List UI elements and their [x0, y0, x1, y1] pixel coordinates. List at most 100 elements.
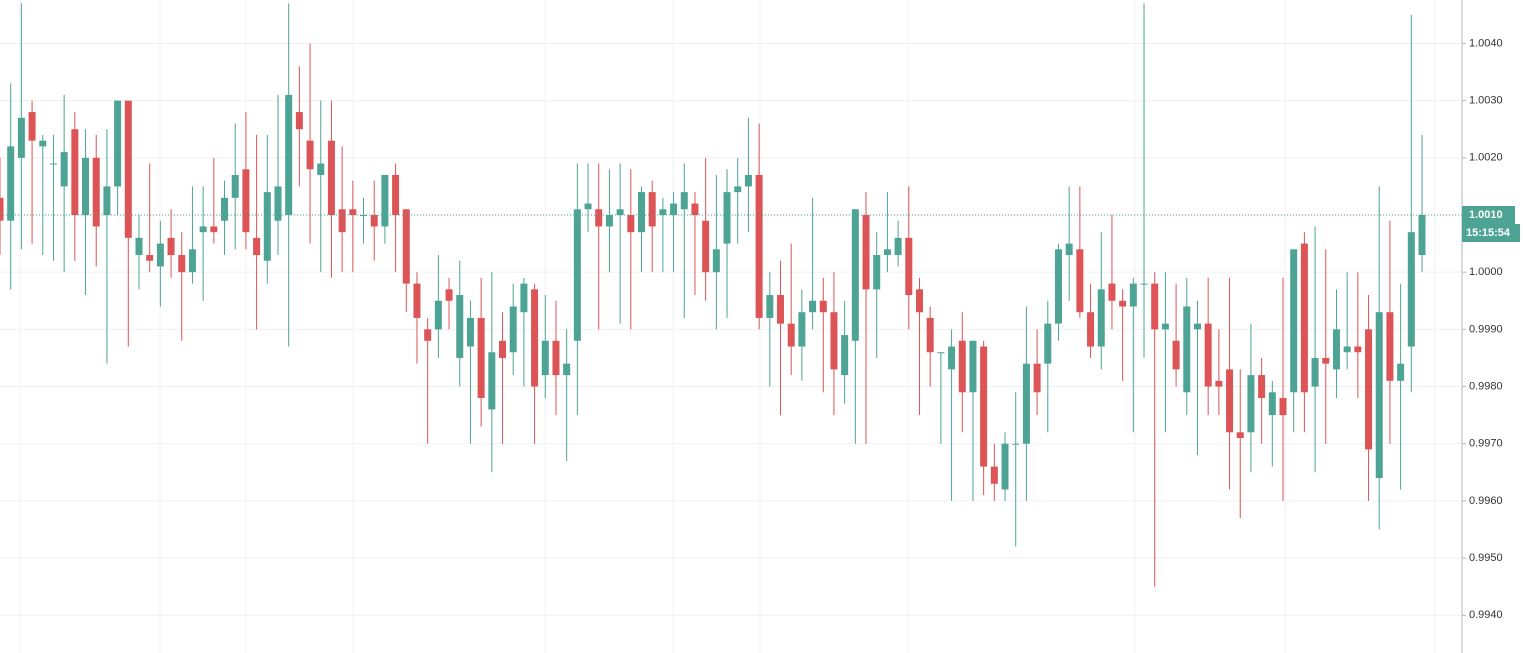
candle-body — [1140, 283, 1148, 285]
candle-body — [915, 289, 923, 313]
candle-body — [1268, 392, 1276, 416]
y-tick-label: 1.0020 — [1469, 152, 1503, 164]
candle-body — [445, 289, 453, 301]
candle-body — [1044, 323, 1052, 364]
candle-body — [1343, 346, 1351, 353]
candle-body — [937, 352, 945, 354]
candle-body — [766, 295, 774, 318]
candle-body — [980, 346, 988, 467]
candle-body — [509, 306, 517, 353]
candle-body — [1097, 289, 1105, 347]
candle-body — [466, 317, 474, 347]
candle-body — [7, 146, 15, 221]
candle-body — [156, 243, 164, 267]
price-label-box — [1462, 205, 1515, 224]
candle-body — [295, 112, 303, 130]
candle-body — [1108, 283, 1116, 301]
candle-body — [488, 352, 496, 410]
y-tick-label: 0.9990 — [1469, 323, 1503, 335]
y-tick-label: 0.9960 — [1469, 495, 1503, 507]
candle-body — [1236, 432, 1244, 439]
candle-body — [0, 197, 4, 221]
candle-body — [338, 209, 346, 233]
y-tick-label: 0.9940 — [1469, 609, 1503, 621]
candle-body — [905, 237, 913, 296]
candle-body — [584, 203, 592, 210]
candle-body — [1076, 249, 1084, 313]
candle-body — [1322, 357, 1330, 364]
countdown: 15:15:54 — [1466, 227, 1511, 239]
candle-body — [1054, 249, 1062, 324]
candle-body — [616, 209, 624, 215]
countdown-box — [1462, 223, 1520, 242]
candle-body — [734, 186, 742, 193]
y-tick-label: 1.0040 — [1469, 37, 1503, 49]
candle-body — [830, 312, 838, 370]
candle-body — [990, 466, 998, 484]
candle-body — [659, 209, 667, 215]
candle-body — [146, 255, 154, 261]
candle-body — [1129, 283, 1137, 307]
price-label: 1.0010 — [1469, 209, 1503, 221]
candle-body — [49, 163, 57, 165]
candle-body — [605, 214, 613, 227]
candle-body — [787, 323, 795, 347]
candle-body — [1022, 363, 1030, 444]
candle-body — [883, 249, 891, 256]
candle-body — [434, 300, 442, 330]
candle-body — [1365, 329, 1373, 450]
candle-body — [178, 255, 186, 273]
candle-body — [894, 237, 902, 256]
candle-body — [958, 340, 966, 393]
candle-body — [1215, 380, 1223, 387]
candle-body — [809, 300, 817, 313]
candle-body — [1065, 243, 1073, 256]
candle-body — [221, 197, 229, 221]
candle-body — [1247, 375, 1255, 433]
candle-body — [285, 94, 293, 215]
candle-body — [82, 157, 90, 215]
candle-body — [317, 163, 325, 175]
candle-body — [573, 209, 581, 341]
candle-body — [381, 174, 389, 227]
candle-body — [17, 117, 25, 158]
candle-body — [798, 312, 806, 347]
candle-body — [1012, 443, 1020, 445]
y-tick-label: 1.0030 — [1469, 95, 1503, 107]
candle-body — [413, 283, 421, 318]
candle-body — [563, 363, 571, 376]
candle-body — [969, 340, 977, 393]
candle-body — [60, 152, 68, 187]
candle-body — [1354, 346, 1362, 353]
candle-body — [1033, 363, 1041, 393]
candle-body — [103, 186, 111, 215]
candle-body — [670, 203, 678, 215]
candle-body — [456, 295, 464, 358]
candle-body — [755, 174, 763, 318]
y-tick-label: 0.9950 — [1469, 552, 1503, 564]
candle-body — [1193, 323, 1201, 330]
candle-body — [1172, 340, 1180, 370]
candle-body — [135, 237, 143, 256]
candle-body — [948, 346, 956, 370]
y-tick-label: 0.9970 — [1469, 438, 1503, 450]
candle-body — [851, 209, 859, 341]
candle-body — [1151, 283, 1159, 330]
candle-body — [1332, 329, 1340, 370]
candle-body — [392, 174, 400, 215]
candle-body — [1418, 214, 1426, 256]
candle-body — [39, 140, 47, 147]
candle-body — [723, 192, 731, 244]
candle-body — [520, 283, 528, 313]
candle-body — [712, 249, 720, 273]
candle-body — [926, 317, 934, 353]
candle-body — [499, 340, 507, 358]
candle-body — [819, 300, 827, 313]
candle-body — [349, 209, 357, 215]
candle-body — [1087, 312, 1095, 347]
candle-body — [1161, 323, 1169, 330]
candle-body — [691, 203, 699, 215]
candle-body — [424, 329, 432, 341]
